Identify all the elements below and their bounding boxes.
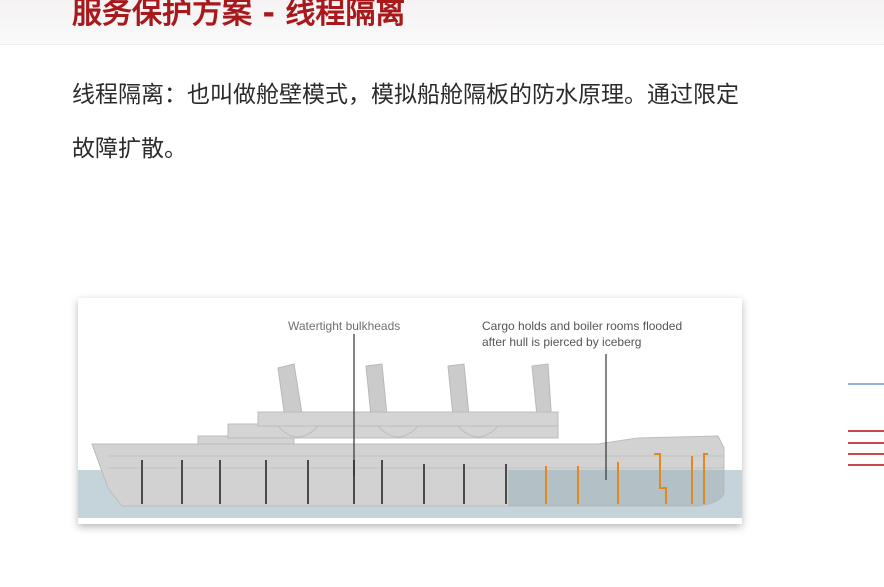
titanic-bulkhead-diagram: Watertight bulkheads Cargo holds and boi… [78,298,742,524]
bulkheads-label: Watertight bulkheads [288,319,401,333]
superstructure [197,411,559,451]
bulkheads-dry [141,460,507,504]
funnels [277,363,553,427]
flooded-compartments [508,470,724,506]
flood-label: Cargo holds and boiler rooms flooded aft… [482,318,682,350]
flood-label-line1: Cargo holds and boiler rooms flooded [482,319,683,333]
flood-label-line2: after hull is pierced by iceberg [482,335,642,349]
slide-paragraph: 线程隔离：也叫做舱壁模式，模拟船舱隔板的防水原理。通过限定 故障扩散。 [72,82,739,162]
deck-lines [108,455,724,469]
bulkheads-flooded [545,453,708,504]
ship-illustration [78,334,742,518]
deco-line-red-2 [848,442,884,444]
slide-header-bar: 服务保护方案 - 线程隔离 [0,0,884,45]
deco-line-red-4 [848,464,884,466]
deco-line-red-1 [848,430,884,432]
slide-title: 服务保护方案 - 线程隔离 [72,0,406,31]
deco-line-red-3 [848,453,884,455]
deco-line-blue [848,383,884,385]
